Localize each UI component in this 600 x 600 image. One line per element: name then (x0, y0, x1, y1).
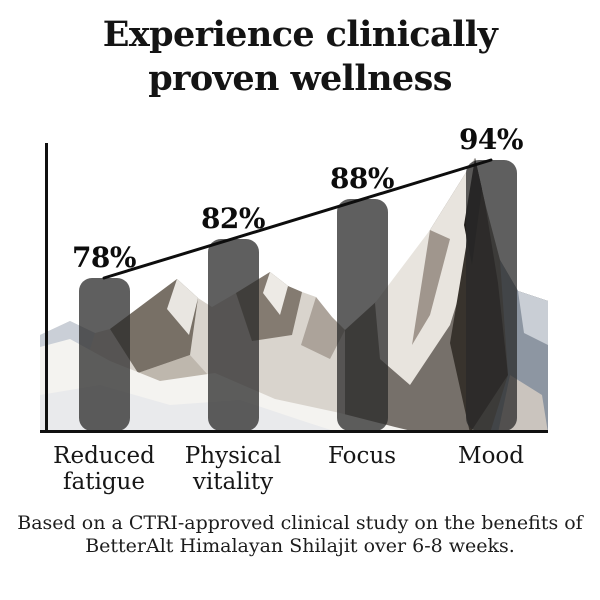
category-label-line: Focus (327, 443, 397, 469)
value-label-reduced-fatigue: 78% (71, 241, 137, 274)
x-axis-line (40, 430, 548, 433)
category-label-line: Physical (184, 443, 282, 469)
bar-chart: 78% 82% 88% 94% (40, 123, 548, 433)
bar-focus (336, 199, 388, 431)
category-label-reduced-fatigue: Reduced fatigue (53, 443, 155, 495)
footnote-line1: Based on a CTRI-approved clinical study … (17, 512, 583, 534)
y-axis-line (45, 143, 48, 433)
page-title-line2: proven wellness (148, 58, 452, 99)
category-labels: Reduced fatigue Physical vitality Focus Mood (40, 443, 548, 501)
footnote: Based on a CTRI-approved clinical study … (0, 512, 600, 558)
page-title-line1: Experience clinically (102, 14, 498, 55)
category-label-physical-vitality: Physical vitality (185, 443, 281, 495)
bar-physical-vitality (207, 238, 259, 431)
bar-reduced-fatigue (78, 278, 130, 431)
category-label-line: fatigue (63, 469, 145, 495)
value-label-mood: 94% (458, 123, 524, 156)
category-label-line: Reduced (53, 443, 155, 469)
footnote-line2: BetterAlt Himalayan Shilajit over 6-8 we… (85, 535, 515, 557)
value-label-focus: 88% (329, 162, 395, 196)
category-label-mood: Mood (458, 443, 524, 469)
bar-mood (465, 160, 517, 431)
page-title: Experience clinically proven wellness (0, 13, 600, 101)
category-label-line: vitality (192, 469, 274, 495)
category-label-line: Mood (458, 443, 524, 469)
category-label-focus: Focus (328, 443, 396, 469)
value-label-physical-vitality: 82% (200, 201, 266, 235)
